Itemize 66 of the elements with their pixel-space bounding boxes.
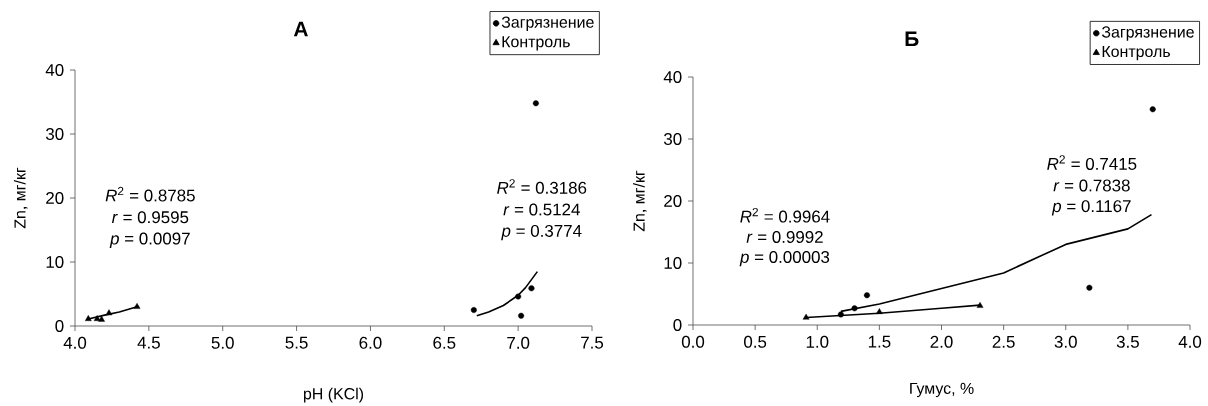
y-tick-label: 40	[45, 64, 64, 76]
y-tick-label: 40	[663, 71, 682, 83]
point	[84, 315, 92, 321]
y-tick-label: 20	[46, 192, 64, 204]
y-tick-label: 20	[664, 195, 682, 207]
annotation: r = 0.7838	[1053, 179, 1130, 192]
annotation: r = 0.5124	[503, 203, 580, 216]
x-tick-label: 4.0	[63, 336, 87, 349]
annotation: R$^{2}$ = 0.9964	[740, 207, 830, 223]
point	[851, 305, 858, 312]
x-axis-title: Гумус, %	[910, 382, 974, 398]
y-axis-title: Zn, мг/кг	[633, 170, 647, 232]
point	[1086, 284, 1093, 291]
y-tick-label: 30	[45, 128, 64, 140]
chart-title: А	[293, 21, 308, 37]
x-tick-label: 0.5	[744, 335, 767, 348]
point	[528, 285, 535, 292]
annotation: p = 0.00003	[739, 250, 830, 267]
point	[837, 311, 844, 318]
x-tick-label: 3.0	[1054, 335, 1077, 348]
point	[133, 303, 141, 309]
y-tick-label: 0	[673, 319, 682, 331]
point	[1149, 106, 1156, 113]
chart-title: Б	[905, 31, 919, 46]
annotation: r = 0.9595	[111, 211, 189, 224]
annotation: R$^{2}$ = 0.3186	[497, 179, 587, 194]
x-tick-label: 1.5	[868, 335, 891, 348]
legend-label: Загрязнение	[501, 16, 594, 31]
x-tick-label: 4.0	[1178, 335, 1202, 348]
x-axis-title: pH (KCl)	[303, 387, 364, 403]
point	[98, 315, 105, 322]
annotation: p = 0.0097	[109, 232, 190, 248]
x-tick-label: 1.0	[806, 335, 829, 348]
point	[515, 293, 522, 300]
point	[105, 309, 113, 316]
annotation: R$^{2}$ = 0.7415	[1047, 155, 1137, 170]
legend-label: Контроль	[1102, 45, 1170, 61]
x-tick-label: 2.5	[992, 335, 1015, 348]
point	[532, 100, 539, 107]
point	[470, 307, 477, 313]
x-tick-label: 4.5	[137, 336, 160, 349]
y-tick-label: 30	[663, 133, 682, 145]
point	[863, 292, 870, 299]
legend-label: Контроль	[502, 36, 570, 51]
point	[976, 301, 984, 308]
point	[802, 313, 810, 320]
x-tick-label: 6.0	[359, 336, 382, 349]
x-tick-label: 3.5	[1116, 335, 1139, 348]
annotation: p = 0.3774	[501, 224, 582, 241]
annotation: p = 0.1167	[1051, 200, 1131, 216]
legend-label: Загрязнение	[1101, 26, 1194, 41]
point	[518, 312, 525, 319]
x-tick-label: 5.5	[285, 336, 308, 349]
y-tick-label: 10	[664, 257, 682, 269]
x-tick-label: 5.0	[211, 336, 234, 349]
x-tick-label: 7.5	[581, 336, 604, 349]
y-axis-title: Zn, мг/кг	[13, 167, 28, 229]
x-tick-label: 0.0	[681, 335, 705, 348]
x-tick-label: 6.5	[433, 336, 456, 349]
annotation: R$^{2}$ = 0.8785	[105, 186, 195, 202]
point	[876, 308, 883, 314]
annotation: r = 0.9992	[746, 230, 823, 243]
x-tick-label: 2.0	[930, 335, 953, 348]
x-tick-label: 7.0	[507, 336, 530, 349]
y-tick-label: 10	[46, 256, 64, 268]
y-tick-label: 0	[55, 320, 64, 332]
